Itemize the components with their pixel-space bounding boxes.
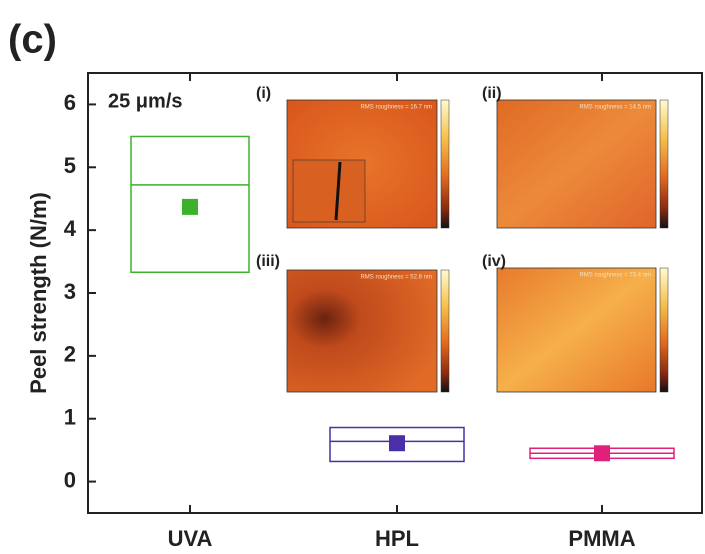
inset-label: (iv) [482,253,506,270]
y-tick-label: 1 [64,405,76,430]
inset-label: (iii) [256,253,280,270]
mean-marker [389,435,405,452]
x-tick-label: HPL [375,526,419,551]
panel-label: (c) [8,18,57,62]
colorbar [659,99,669,229]
y-tick-label: 0 [64,467,76,492]
inset-note: RMS roughness = 73.4 nm [579,273,651,279]
mean-marker [594,445,610,462]
afm-sub-image [292,159,366,223]
inset-note: RMS roughness = 52.8 nm [360,275,432,281]
colorbar [659,267,669,393]
inset-label: (ii) [482,85,502,102]
inset-label: (i) [256,85,271,102]
x-tick-label: PMMA [568,526,635,551]
box [329,426,465,463]
y-tick-label: 4 [64,216,77,241]
y-tick-label: 2 [64,342,76,367]
mean-marker [182,198,198,215]
afm-image [496,267,657,393]
afm-feature [334,161,342,221]
y-axis-label: Peel strength (N/m) [26,192,51,394]
inset-note: RMS roughness = 16.7 nm [360,105,432,111]
inset-note: RMS roughness = 14.5 nm [579,105,651,111]
colorbar [440,269,450,393]
afm-image [286,269,438,393]
y-tick-label: 3 [64,279,76,304]
annotation: 25 μm/s [108,90,183,112]
afm-image [496,99,657,229]
x-tick-label: UVA [168,526,213,551]
y-tick-label: 6 [64,90,76,115]
y-tick-label: 5 [64,153,76,178]
box [130,135,250,274]
colorbar [440,99,450,229]
